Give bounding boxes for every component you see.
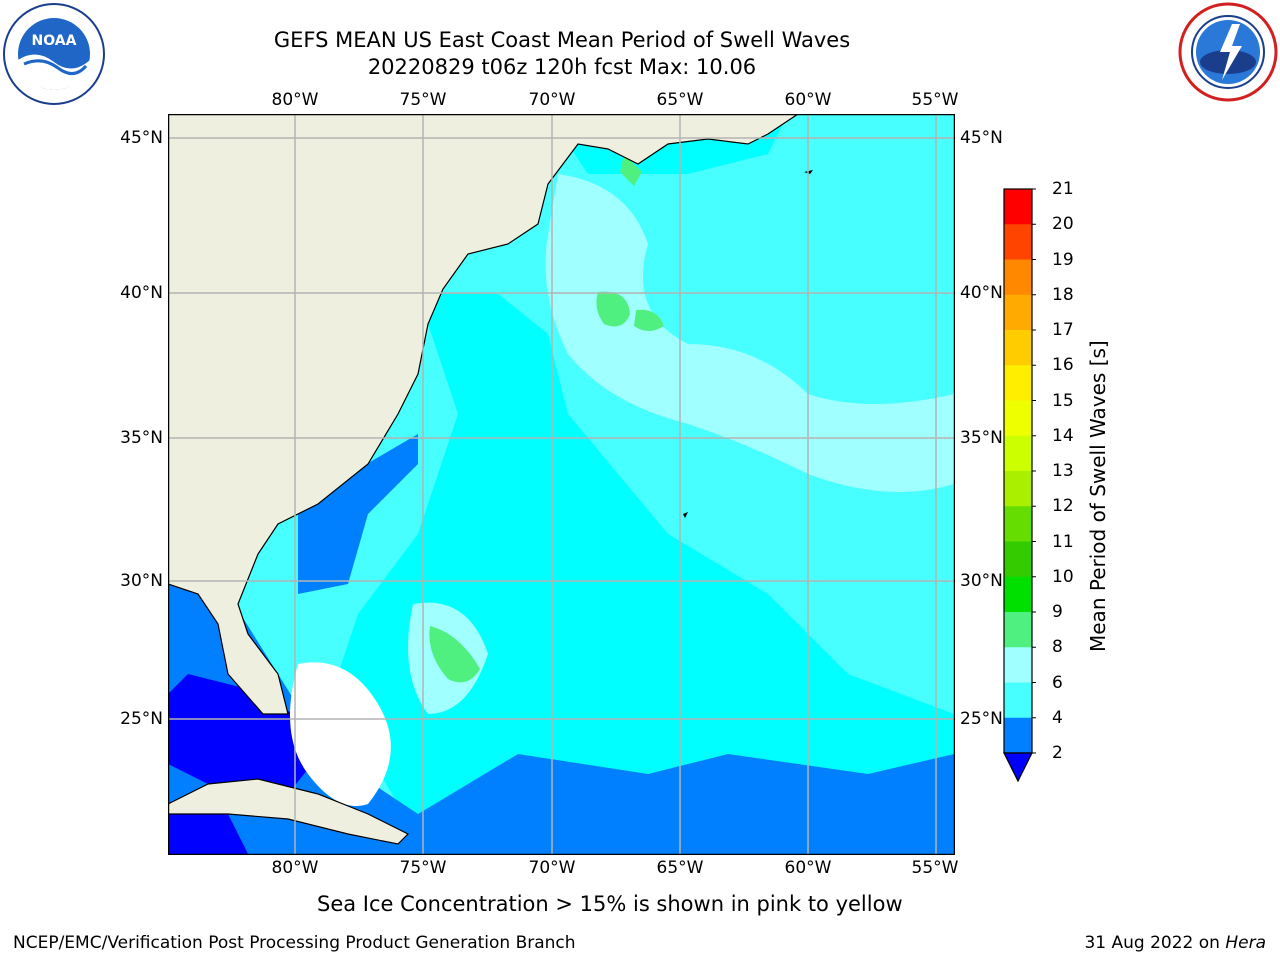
colorbar-segment	[1004, 330, 1032, 366]
lat-label-left: 45°N	[120, 128, 163, 148]
map-frame	[168, 114, 955, 855]
lon-label-bottom: 60°W	[784, 858, 832, 878]
colorbar-segment	[1004, 365, 1032, 401]
colorbar-tick-label: 16	[1052, 355, 1074, 376]
colorbar-tick-label: 9	[1052, 602, 1063, 622]
swell-zone-under-2-gulf	[168, 674, 328, 794]
colorbar-segment	[1004, 576, 1032, 613]
map	[168, 114, 955, 855]
lat-label-right: 40°N	[960, 283, 1003, 303]
lon-label-bottom: 80°W	[271, 858, 319, 878]
lon-label-top: 65°W	[656, 90, 704, 110]
colorbar-segment	[1004, 294, 1032, 331]
footer-machine: Hera	[1225, 933, 1266, 953]
colorbar-segment	[1004, 224, 1032, 260]
swell-zone-2-4-coast	[298, 434, 418, 594]
lat-label-right: 30°N	[960, 571, 1003, 591]
land-cuba	[168, 778, 410, 845]
colorbar-tick-label: 10	[1052, 566, 1074, 587]
sea-ice-note: Sea Ice Concentration > 15% is shown in …	[317, 892, 903, 916]
lon-label-top: 80°W	[271, 90, 319, 110]
colorbar-tick-label: 18	[1052, 284, 1074, 305]
colorbar-tick-label: 8	[1052, 637, 1063, 658]
colorbar-tick-labels: 21 20 19 18 17 16 15 14 13 12 11 10 9 8 6 4 2	[1052, 0, 1112, 960]
nws-logo	[1178, 2, 1278, 102]
colorbar-tick-label: 6	[1052, 672, 1063, 693]
map-gridlines	[168, 114, 954, 854]
colorbar-segment	[1004, 647, 1032, 683]
lat-label-left: 40°N	[120, 283, 163, 303]
colorbar-under-triangle	[1003, 752, 1033, 783]
lon-label-top: 70°W	[528, 90, 576, 110]
swell-zone-9-10-a	[429, 626, 480, 683]
footer-date: 31 Aug 2022 on Hera	[1084, 933, 1266, 953]
chart-title: GEFS MEAN US East Coast Mean Period of S…	[273, 28, 851, 52]
noaa-logo: NOAA	[3, 3, 105, 105]
colorbar-tick-label: 4	[1052, 707, 1063, 728]
swell-zone-under-2-caribbean	[168, 804, 248, 854]
colorbar-segment	[1004, 259, 1032, 296]
colorbar-tick-label: 20	[1052, 214, 1074, 235]
chart-subtitle: 20220829 t06z 120h fcst Max: 10.06	[367, 55, 757, 79]
island-bermuda	[683, 512, 688, 518]
colorbar-tick-label: 2	[1052, 743, 1063, 763]
lon-label-bottom: 70°W	[528, 858, 576, 878]
colorbar-segment	[1004, 435, 1032, 472]
colorbar-tick-label: 17	[1052, 320, 1074, 340]
lat-label-left: 25°N	[120, 709, 163, 729]
land-north-america	[168, 114, 800, 715]
lon-label-top: 55°W	[911, 90, 959, 110]
lon-label-top: 75°W	[399, 90, 447, 110]
lat-label-left: 30°N	[120, 571, 163, 591]
swell-zone-9-10-c	[634, 309, 664, 331]
colorbar	[1003, 188, 1036, 783]
no-data-shallows	[290, 662, 391, 806]
colorbar-segment	[1004, 682, 1032, 719]
lat-label-left: 35°N	[120, 428, 163, 448]
colorbar-segment	[1004, 506, 1032, 542]
colorbar-tick-label: 21	[1052, 179, 1074, 199]
colorbar-segment	[1004, 541, 1032, 578]
swell-zone-9-10-d	[620, 154, 642, 186]
colorbar-segment	[1004, 717, 1032, 754]
footer-credit: NCEP/EMC/Verification Post Processing Pr…	[13, 933, 576, 953]
noaa-logo-text: NOAA	[32, 33, 77, 49]
colorbar-segment	[1004, 612, 1032, 648]
colorbar-tick-label: 12	[1052, 496, 1074, 517]
lat-label-right: 45°N	[960, 128, 1003, 148]
lon-label-bottom: 65°W	[656, 858, 704, 878]
colorbar-tick-label: 19	[1052, 249, 1074, 270]
swell-zone-9-10-b	[596, 291, 630, 327]
colorbar-segment	[1004, 400, 1032, 437]
lat-label-right: 35°N	[960, 428, 1003, 448]
colorbar-segment	[1004, 471, 1032, 507]
lon-label-bottom: 75°W	[399, 858, 447, 878]
swell-zone-8-9	[545, 174, 954, 492]
lat-label-right: 25°N	[960, 709, 1003, 729]
lon-label-bottom: 55°W	[911, 858, 959, 878]
colorbar-tick-label: 15	[1052, 390, 1074, 411]
colorbar-segment	[1004, 189, 1032, 225]
swell-zone-4-6	[338, 294, 954, 854]
colorbar-tick-label: 14	[1052, 425, 1074, 446]
footer-date-text: 31 Aug 2022 on	[1084, 933, 1226, 953]
colorbar-title: Mean Period of Swell Waves [s]	[1086, 340, 1110, 652]
colorbar-tick-label: 11	[1052, 531, 1074, 552]
lon-label-top: 60°W	[784, 90, 832, 110]
colorbar-tick-label: 13	[1052, 461, 1074, 481]
